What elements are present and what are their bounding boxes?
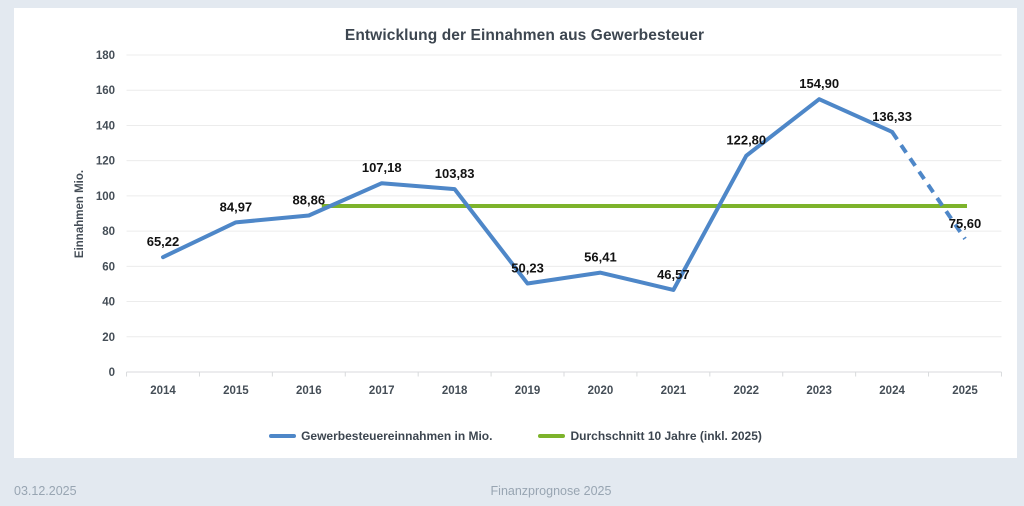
y-axis-tick-label: 0 — [109, 367, 115, 379]
data-point-label: 65,22 — [147, 234, 180, 249]
data-point-label: 56,41 — [584, 250, 617, 265]
x-axis-tick-label: 2014 — [150, 385, 176, 397]
chart-card: Entwicklung der Einnahmen aus Gewerbeste… — [14, 8, 1017, 458]
x-axis-tick-label: 2023 — [806, 385, 832, 397]
y-axis-title: Einnahmen Mio. — [74, 170, 86, 258]
y-axis-tick-label: 60 — [102, 261, 115, 273]
data-point-label: 50,23 — [511, 261, 544, 276]
legend-item-revenue: Gewerbesteuereinnahmen in Mio. — [269, 429, 492, 443]
chart-title: Entwicklung der Einnahmen aus Gewerbeste… — [344, 27, 705, 44]
x-axis-tick-label: 2025 — [952, 385, 978, 397]
footer-document-name: Finanzprognose 2025 — [490, 484, 612, 498]
y-axis-tick-label: 100 — [96, 191, 115, 203]
data-point-label: 107,18 — [362, 160, 402, 175]
y-axis-tick-label: 80 — [102, 226, 115, 238]
data-point-label: 154,90 — [799, 76, 839, 91]
y-axis-tick-label: 40 — [102, 297, 115, 309]
x-axis-tick-label: 2019 — [515, 385, 541, 397]
legend-label-average: Durchschnitt 10 Jahre (inkl. 2025) — [570, 429, 762, 443]
x-axis-tick-label: 2016 — [296, 385, 322, 397]
y-axis-tick-label: 180 — [96, 50, 115, 62]
data-point-label: 136,33 — [872, 109, 912, 124]
revenue-line-forecast-dashed — [890, 130, 967, 240]
data-point-label: 88,86 — [293, 193, 326, 208]
x-axis-tick-label: 2021 — [661, 385, 687, 397]
legend-line-swatch-blue — [269, 434, 297, 438]
x-axis-tick-label: 2015 — [223, 385, 249, 397]
x-axis-tick-label: 2017 — [369, 385, 395, 397]
data-point-label: 84,97 — [220, 199, 253, 214]
legend-item-average: Durchschnitt 10 Jahre (inkl. 2025) — [538, 429, 762, 443]
x-axis-tick-label: 2022 — [733, 385, 759, 397]
y-axis-tick-label: 120 — [96, 156, 115, 168]
y-axis-tick-label: 140 — [96, 120, 115, 132]
legend-label-revenue: Gewerbesteuereinnahmen in Mio. — [301, 429, 493, 443]
data-point-label: 46,57 — [657, 267, 690, 282]
x-axis-tick-label: 2020 — [588, 385, 614, 397]
x-axis-tick-label: 2018 — [442, 385, 468, 397]
x-axis-tick-label: 2024 — [879, 385, 905, 397]
chart-legend: Gewerbesteuereinnahmen in Mio. Durchschn… — [14, 429, 1017, 443]
data-point-label: 75,60 — [949, 216, 982, 231]
legend-line-swatch-green — [538, 434, 566, 438]
data-point-label: 122,80 — [726, 133, 766, 148]
y-axis-tick-label: 160 — [96, 85, 115, 97]
data-point-label: 103,83 — [435, 166, 475, 181]
y-axis-tick-label: 20 — [102, 332, 115, 344]
revenue-line-solid — [161, 97, 895, 292]
footer-date: 03.12.2025 — [14, 484, 77, 498]
line-chart: 0 20 40 60 80 100 120 140 160 180 2014 2015 2016 2017… — [74, 50, 1002, 397]
